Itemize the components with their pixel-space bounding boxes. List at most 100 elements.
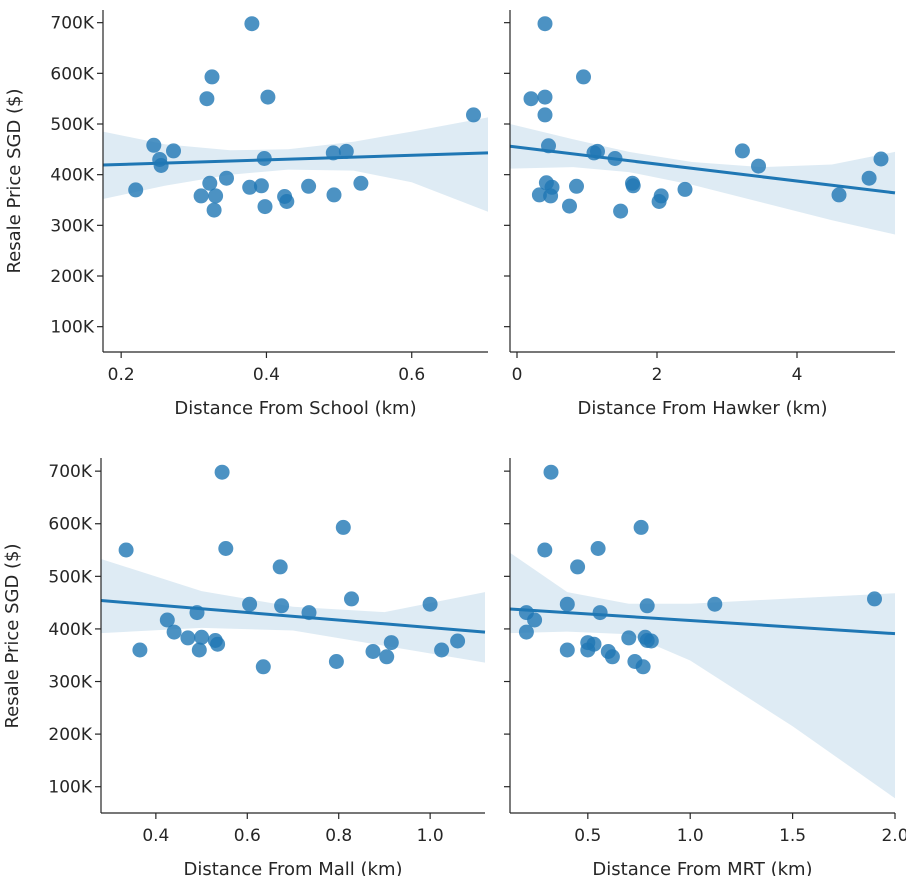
data-point [242, 179, 258, 195]
data-point [639, 598, 655, 614]
x-tick-label: 0.4 [142, 826, 169, 846]
x-tick-label: 1.0 [417, 826, 444, 846]
data-point [586, 636, 602, 652]
x-tick-label: 0 [512, 365, 523, 385]
x-tick-label: 0.2 [108, 365, 135, 385]
data-point [379, 649, 395, 665]
data-point [166, 624, 182, 640]
data-point [867, 591, 882, 607]
x-tick-label: 1.0 [677, 826, 704, 846]
data-point [219, 170, 234, 186]
x-tick-label: 2 [652, 365, 663, 385]
x-tick-label: 4 [792, 365, 803, 385]
data-point [194, 629, 210, 645]
data-point [242, 596, 258, 612]
panel-mall: 100K 200K 300K 400K 500K 600K 700K 0.4 0.6 0.8 1.0… [2, 458, 486, 876]
data-point [328, 654, 344, 669]
y-tick-label: 200K [50, 267, 94, 287]
data-point [434, 642, 450, 658]
panel-mrt: 0.5 1.0 1.5 2.0 Distance From MRT (km) [504, 458, 906, 876]
data-point [338, 143, 354, 159]
data-point [365, 644, 381, 659]
y-tick-label: 100K [50, 318, 94, 338]
y-tick-label: 500K [50, 115, 94, 135]
data-point [146, 137, 162, 153]
y-tick-label: 700K [48, 462, 92, 482]
x-axis-label: Distance From School (km) [174, 398, 416, 419]
data-point [257, 199, 273, 215]
y-tick-label: 600K [50, 64, 94, 84]
data-point [559, 596, 575, 612]
data-point [677, 181, 693, 197]
data-point [180, 630, 196, 646]
data-point [537, 89, 553, 105]
y-tick-label: 100K [48, 778, 92, 798]
data-point [621, 630, 637, 646]
data-point [592, 605, 608, 621]
data-point [531, 187, 547, 203]
panel-school: 100K 200K 300K 400K 500K 600K 700K 0.2 0.4 0.6 Dis… [4, 10, 489, 419]
confidence-band [510, 552, 895, 799]
regression-line [100, 599, 486, 634]
data-point [707, 596, 723, 612]
data-point [873, 151, 889, 167]
data-point [543, 464, 559, 480]
data-point [450, 633, 466, 649]
data-point [635, 659, 651, 675]
data-point [466, 107, 481, 123]
data-point [643, 633, 659, 649]
y-tick-label: 700K [50, 14, 94, 34]
x-tick-label: 0.8 [325, 826, 352, 846]
confidence-band [103, 117, 488, 212]
data-point [537, 16, 553, 32]
y-tick-label: 600K [48, 515, 92, 535]
data-point [559, 642, 575, 658]
data-point [537, 542, 553, 558]
y-tick-label: 200K [48, 725, 92, 745]
x-tick-label: 0.6 [398, 365, 425, 385]
data-point [210, 636, 226, 652]
data-point [118, 542, 134, 558]
data-point [422, 596, 438, 612]
data-point [576, 69, 591, 85]
data-point [279, 194, 295, 209]
data-point [202, 175, 218, 191]
data-point [326, 187, 342, 203]
data-point [518, 624, 534, 640]
data-point [153, 158, 169, 173]
data-point [206, 202, 222, 218]
panel-hawker: 0 2 4 Distance From Hawker (km) [504, 10, 896, 419]
data-point [570, 559, 586, 575]
x-tick-label: 0.5 [574, 826, 601, 846]
data-point [353, 175, 369, 191]
data-point [214, 464, 230, 480]
data-point [751, 158, 766, 174]
data-point [625, 178, 641, 194]
y-tick-label: 400K [50, 166, 94, 186]
y-tick-label: 300K [48, 673, 92, 693]
data-point [128, 182, 144, 198]
data-point [537, 107, 553, 123]
data-point [274, 598, 290, 614]
x-tick-label: 0.6 [234, 826, 261, 846]
data-point [831, 187, 847, 203]
regression-line [509, 607, 896, 636]
data-point [569, 178, 584, 194]
y-axis-label: Resale Price SGD ($) [2, 543, 23, 728]
data-point [255, 659, 271, 675]
data-point [244, 16, 260, 32]
data-point [218, 541, 234, 556]
data-point [633, 519, 649, 535]
data-point [272, 559, 288, 575]
confidence-band [510, 124, 895, 235]
x-tick-label: 1.5 [779, 826, 806, 846]
data-point [613, 203, 629, 219]
data-point [260, 89, 276, 105]
data-point [383, 635, 399, 651]
data-point [166, 143, 181, 159]
data-point [562, 198, 577, 214]
data-point [604, 649, 620, 665]
data-point [653, 188, 669, 204]
x-tick-label: 0.4 [253, 365, 280, 385]
data-point [734, 143, 750, 159]
